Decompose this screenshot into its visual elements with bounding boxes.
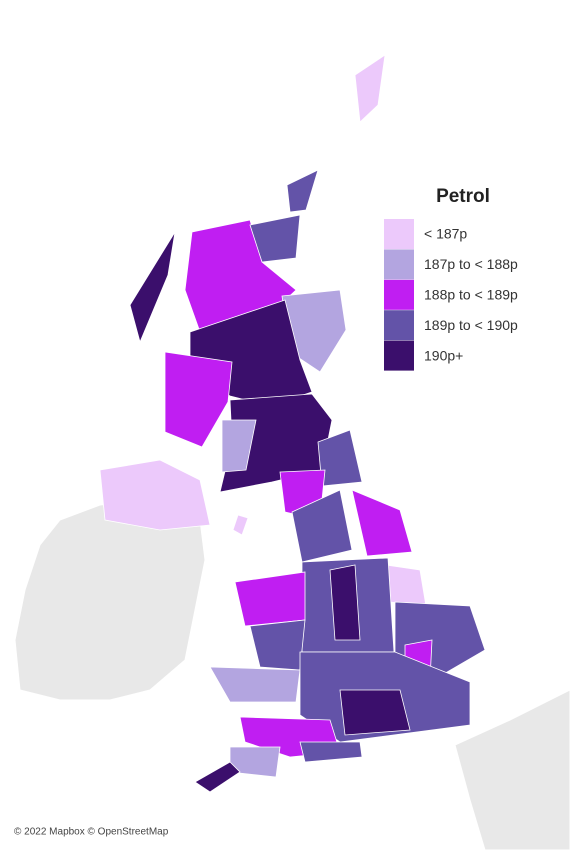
region <box>129 231 176 344</box>
attribution: © 2022 Mapbox © OpenStreetMap <box>14 827 169 838</box>
regions <box>99 54 486 793</box>
region <box>209 666 301 703</box>
region <box>164 351 233 448</box>
legend-swatch <box>384 219 414 249</box>
region <box>339 689 411 736</box>
region <box>291 489 353 563</box>
region <box>286 169 319 213</box>
region <box>385 564 427 607</box>
legend-label: 187p to < 188p <box>424 256 518 272</box>
ireland <box>14 499 206 701</box>
legend-label: < 187p <box>424 226 467 242</box>
region <box>221 419 257 473</box>
legend-swatch <box>384 340 414 371</box>
legend-swatch <box>384 249 414 280</box>
region <box>351 489 413 557</box>
legend-title: Petrol <box>436 186 490 207</box>
region <box>329 564 361 641</box>
legend-label: 188p to < 189p <box>424 287 518 303</box>
continent <box>454 689 570 851</box>
legend-label: 189p to < 190p <box>424 317 518 333</box>
region <box>249 619 306 671</box>
region <box>232 514 249 536</box>
region <box>299 741 363 763</box>
region <box>99 459 211 531</box>
region <box>354 54 386 123</box>
background-land <box>14 499 570 851</box>
legend: < 187p 187p to < 188p 188p to < 189p 189p t… <box>384 219 518 371</box>
legend-swatch <box>384 310 414 341</box>
region <box>234 571 306 627</box>
region <box>194 761 241 793</box>
legend-label: 190p+ <box>424 347 463 363</box>
region <box>249 214 301 263</box>
legend-swatch <box>384 279 414 310</box>
